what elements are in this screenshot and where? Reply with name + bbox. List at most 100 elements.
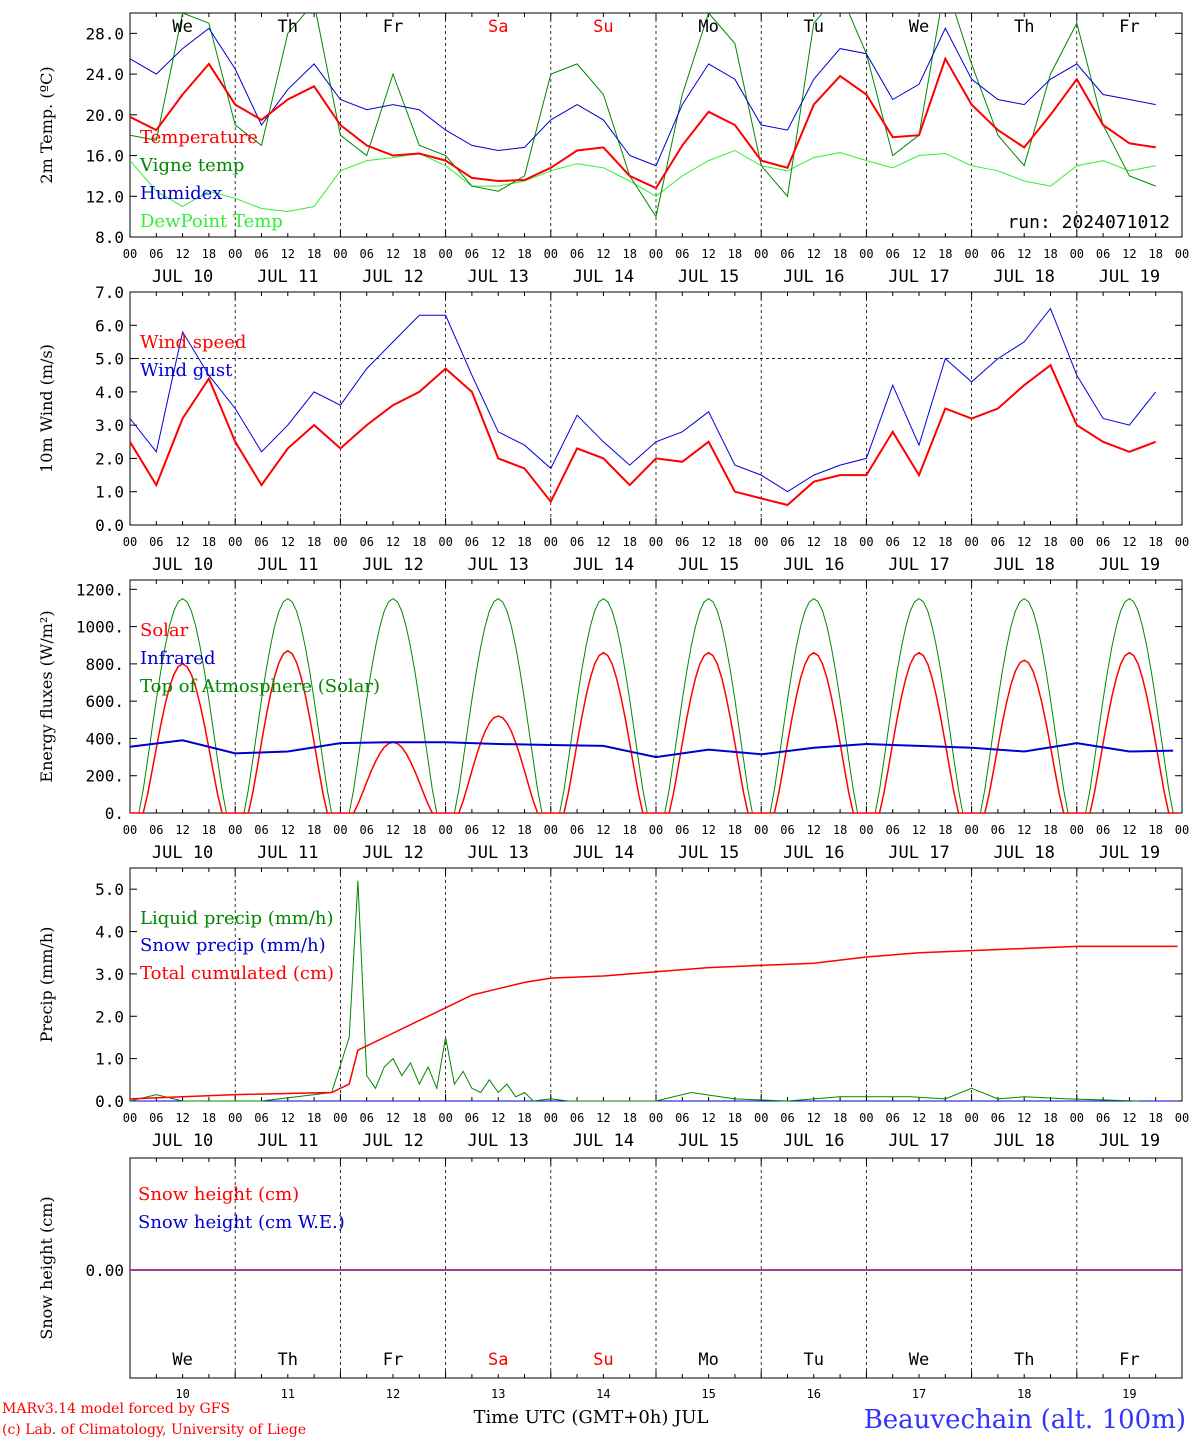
date-label: JUL 18 [993,843,1054,863]
hour-label: 00 [964,1111,978,1125]
legend-entry: Top of Atmosphere (Solar) [140,676,380,697]
hour-label: 18 [622,535,636,549]
hour-label: 12 [1122,247,1136,261]
hour-label: 00 [333,823,347,837]
hour-label: 18 [833,823,847,837]
weekday-label: Th [1014,1350,1034,1370]
date-label: JUL 10 [152,1131,213,1151]
date-label: JUL 19 [1099,267,1160,287]
y-tick-label: 2.0 [95,449,124,468]
hour-label: 18 [202,823,216,837]
hour-label: 12 [281,535,295,549]
hour-label: 18 [728,823,742,837]
weekday-label: Th [278,1350,298,1370]
hour-label: 18 [833,535,847,549]
date-label: JUL 14 [573,267,634,287]
hour-label: 00 [649,1111,663,1125]
weekday-label: Fr [383,17,403,37]
series-line [130,149,1156,213]
series-line [129,307,1157,493]
hour-label: 18 [412,247,426,261]
legend-entry: Snow height (cm) [138,1184,299,1205]
legend-entry: Humidex [140,183,222,204]
hour-label: 12 [912,1111,926,1125]
hour-label: 18 [412,535,426,549]
day-number-label: 11 [281,1387,295,1401]
day-number-label: 14 [596,1387,610,1401]
hour-label: 06 [885,823,899,837]
y-tick-label: 28.0 [85,24,124,43]
y-tick-label: 5.0 [95,350,124,369]
date-label: JUL 12 [362,843,423,863]
hour-label: 12 [596,535,610,549]
hour-label: 18 [1148,247,1162,261]
hour-label: 12 [491,1111,505,1125]
weekday-label: Su [593,17,613,37]
hour-label: 18 [938,823,952,837]
hour-label: 00 [964,823,978,837]
y-tick-label: 6.0 [95,316,124,335]
date-label: JUL 16 [783,843,844,863]
hour-label: 12 [491,247,505,261]
hour-label: 06 [570,823,584,837]
hour-label: 00 [544,1111,558,1125]
hour-label: 06 [359,823,373,837]
y-axis-title: 2m Temp. (ºC) [37,66,56,183]
hour-label: 18 [202,535,216,549]
hour-label: 00 [1070,1111,1084,1125]
footer: MARv3.14 model forced by GFS (c) Lab. of… [2,1401,1186,1438]
precip-panel: 00 06 12 18 JUL 10 00 06 12 18 JUL 11 00 06 12 18 JUL … [37,867,1189,1151]
weekday-label: Tu [804,1350,824,1370]
y-tick-label: 3.0 [95,416,124,435]
hour-label: 12 [596,247,610,261]
weekday-label: Sa [488,1350,508,1370]
series-line [130,649,1178,814]
hour-label: 18 [517,535,531,549]
legend-entry: Snow precip (mm/h) [140,935,326,956]
hour-label: 00 [333,247,347,261]
hour-label: 18 [728,1111,742,1125]
date-label: JUL 13 [467,555,528,575]
day-number-label: 13 [491,1387,505,1401]
hour-label: 12 [175,823,189,837]
hour-label: 18 [412,1111,426,1125]
hour-label: 00 [438,535,452,549]
hour-label: 00 [964,535,978,549]
hour-label: 12 [175,247,189,261]
hour-label: 00 [544,535,558,549]
hour-label: 06 [149,247,163,261]
date-label: JUL 12 [362,1131,423,1151]
hour-label: 06 [359,535,373,549]
hour-label: 00 [1070,823,1084,837]
day-number-label: 15 [701,1387,715,1401]
hour-label: 06 [465,823,479,837]
hour-label: 06 [1096,535,1110,549]
day-number-label: 16 [807,1387,821,1401]
hour-label: 12 [596,1111,610,1125]
date-label: JUL 11 [257,843,318,863]
hour-label: 18 [307,247,321,261]
hour-label: 06 [675,1111,689,1125]
hour-label: 06 [570,247,584,261]
hour-label: 12 [701,247,715,261]
hour-label: 18 [938,247,952,261]
weekday-label: We [172,1350,192,1370]
hour-label: 18 [307,1111,321,1125]
hour-label: 12 [1122,1111,1136,1125]
hour-label: 00 [438,247,452,261]
hour-label: 00 [859,1111,873,1125]
weekday-label: Fr [383,1350,403,1370]
weekday-label: We [172,17,192,37]
date-label: JUL 17 [888,1131,949,1151]
hour-label: 06 [149,823,163,837]
hour-label: 12 [701,1111,715,1125]
hour-label: 06 [254,247,268,261]
hour-label: 18 [1148,535,1162,549]
date-label: JUL 15 [678,555,739,575]
hour-label: 18 [622,247,636,261]
legend-entry: DewPoint Temp [140,211,283,232]
day-number-label: 18 [1017,1387,1031,1401]
hour-label: 18 [517,247,531,261]
date-label: JUL 15 [678,843,739,863]
y-tick-label: 7.0 [95,283,124,302]
